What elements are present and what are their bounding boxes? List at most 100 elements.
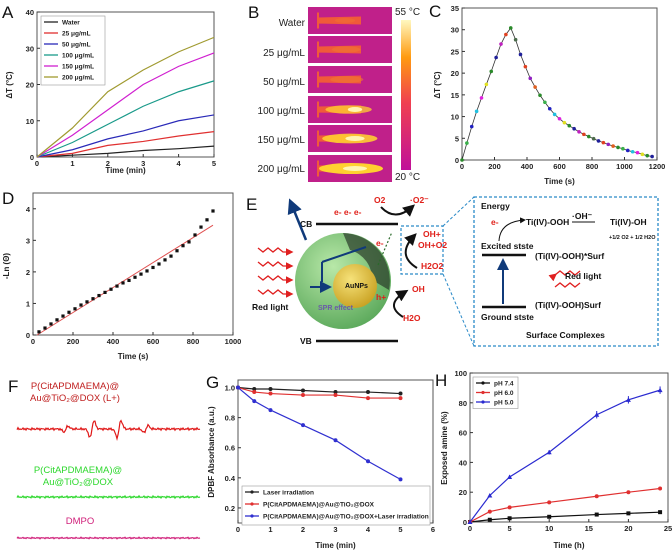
x-axis-label: Time (min) — [105, 166, 146, 175]
data-point — [398, 477, 403, 482]
aunps-label: AuNPs — [345, 283, 368, 290]
plot-frame — [469, 372, 669, 523]
ground-state-label: Ground stste — [481, 312, 534, 322]
x-tick-label: 200 — [488, 162, 501, 171]
data-point — [487, 492, 493, 498]
panel-label-e: E — [246, 195, 257, 214]
y-tick-label: 100 — [454, 369, 467, 378]
trace-label-dmpo: DMPO — [66, 516, 95, 527]
data-point — [252, 390, 257, 395]
data-point — [518, 52, 523, 57]
panel-label-b: B — [248, 3, 259, 22]
data-point — [169, 254, 173, 258]
y-tick-label: 0.8 — [225, 414, 235, 423]
chart-c: 0 200 400 600 800 1000 1200 0 5 10 15 20 25 30 35 Time … — [433, 4, 665, 186]
data-point — [630, 149, 635, 154]
data-point — [398, 396, 403, 401]
x-tick-label: 5 — [508, 524, 512, 533]
row-label: Water — [279, 18, 306, 29]
legend-box — [40, 15, 106, 86]
chart-d: 0 200 400 600 800 1000 0 1 2 3 4 Time (s) -Ln (Θ) — [2, 192, 241, 361]
surface-complexes-label: Surface Complexes — [526, 330, 605, 340]
data-point — [301, 423, 305, 428]
data-point — [543, 100, 547, 105]
oh-o2-label: OH+O2 — [418, 240, 447, 250]
esr-trace-dmpo — [16, 536, 201, 540]
y-tick-label: 2 — [26, 268, 30, 277]
x-tick-label: 5 — [212, 159, 216, 168]
y-tick-label: 20 — [451, 69, 459, 78]
panel-label-h: H — [435, 371, 447, 390]
panel-label-a: A — [2, 3, 14, 22]
y-axis-label: Exposed amine (%) — [440, 411, 449, 485]
data-point — [145, 269, 149, 273]
data-point — [626, 490, 631, 495]
o2-label: O2 — [374, 195, 386, 205]
series-line — [36, 114, 215, 158]
y-tick-label: 3 — [26, 236, 30, 245]
red-light-label: Red light — [252, 302, 289, 312]
spr-label: SPR effect — [318, 305, 354, 312]
legend-marker — [250, 490, 254, 494]
data-point — [594, 412, 600, 417]
data-point — [121, 281, 125, 285]
surface-complexes-box — [473, 196, 659, 347]
data-point — [507, 516, 512, 521]
data-point — [333, 438, 338, 443]
x-tick-label: 1 — [268, 525, 272, 534]
plot-frame — [32, 192, 234, 336]
trace-label-dark-1: P(CitAPDMAEMA)@ — [34, 465, 122, 476]
panel-e-mechanism-diagram: CB VB AuNPs SPR effect Red light e- e- e… — [252, 195, 659, 347]
data-point — [333, 393, 338, 398]
row-label: 150 μg/mL — [258, 135, 306, 146]
data-point — [611, 144, 615, 148]
data-point — [625, 397, 631, 402]
x-tick-label: 4 — [177, 159, 182, 168]
data-point — [181, 244, 185, 248]
ti-ooh-label: Ti(IV)-OOH — [526, 217, 569, 227]
data-point — [533, 85, 537, 89]
series-line — [469, 487, 661, 523]
hotspot-core — [345, 136, 365, 141]
vb-label: VB — [300, 336, 312, 346]
shell-cutaway — [343, 233, 390, 290]
panel-label-c: C — [429, 2, 441, 21]
data-point — [626, 511, 631, 516]
data-point — [252, 399, 257, 404]
y-tick-label: 40 — [459, 458, 467, 467]
data-point — [252, 387, 257, 392]
hotspot — [331, 46, 361, 53]
x-tick-label: 20 — [624, 524, 632, 533]
y-tick-label: 60 — [459, 429, 467, 438]
zoom-connector-bottom — [442, 273, 475, 347]
colorbar-min: 20 °C — [395, 172, 420, 183]
data-point — [499, 42, 503, 46]
data-point — [127, 278, 131, 283]
legend-box — [241, 485, 431, 526]
superoxide-label: ·O2⁻ — [410, 195, 429, 205]
data-point — [484, 82, 489, 87]
row-label: 100 μg/mL — [258, 106, 306, 117]
x-tick-label: 600 — [553, 162, 566, 171]
legend-label: P(CitAPDMAEMA)@Au@TiO₂@DOX — [263, 502, 375, 509]
data-point — [199, 225, 203, 229]
data-point — [366, 390, 370, 395]
x-tick-label: 400 — [107, 337, 120, 346]
data-point — [268, 391, 273, 396]
ti-ooh-excited-label: (Ti(IV)-OOH)*Surf — [535, 251, 604, 261]
x-tick-label: 800 — [586, 162, 599, 171]
y-tick-label: 1.0 — [225, 384, 235, 393]
data-point — [657, 387, 663, 393]
data-point — [594, 494, 599, 499]
y-axis-label: ΔT (°C) — [433, 71, 442, 99]
data-point — [487, 517, 492, 522]
series-line — [461, 27, 653, 161]
zoom-connector-top — [442, 196, 475, 227]
data-point — [547, 514, 552, 519]
data-point — [151, 265, 155, 270]
x-axis-label: Time (h) — [554, 541, 585, 550]
x-tick-label: 0 — [460, 162, 464, 171]
legend-marker — [481, 381, 485, 385]
electrons-label: e- e- e- — [334, 207, 362, 217]
